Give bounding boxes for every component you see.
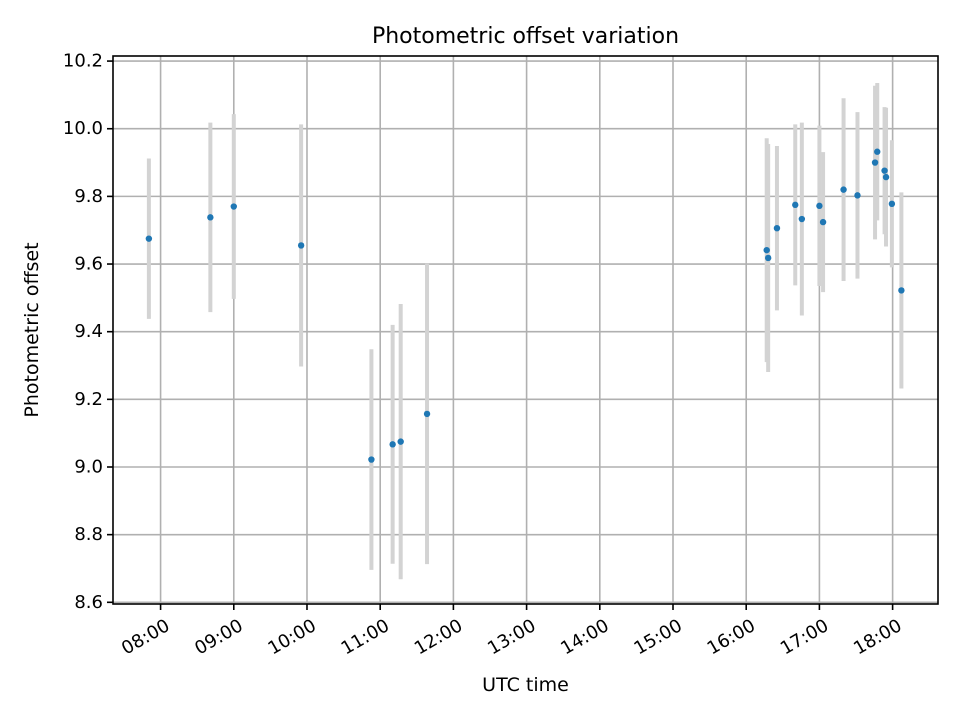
x-axis-label: UTC time (482, 674, 569, 696)
data-point (773, 224, 781, 232)
y-tick-label: 9.6 (74, 254, 103, 275)
data-point (888, 200, 896, 208)
y-tick-label: 9.2 (74, 389, 103, 410)
y-axis-ticks: 8.6 8.8 9.0 9.2 9.4 9.6 9.8 10.0 10.2 (63, 51, 113, 613)
data-points (145, 148, 905, 463)
data-point (874, 148, 881, 155)
data-point (798, 215, 806, 223)
chart-title: Photometric offset variation (372, 24, 679, 49)
data-point (819, 218, 827, 226)
data-point (882, 173, 890, 181)
data-point (230, 203, 237, 210)
data-point (397, 438, 404, 445)
y-tick-label: 9.0 (74, 457, 103, 478)
data-point (297, 242, 305, 249)
y-tick-label: 9.4 (74, 321, 103, 342)
data-point (816, 202, 823, 210)
data-point (898, 287, 905, 294)
y-tick-label: 8.6 (74, 592, 103, 613)
data-point (207, 214, 214, 221)
data-point (764, 254, 772, 262)
data-point (792, 201, 799, 209)
y-axis-label: Photometric offset (21, 242, 43, 417)
data-point (368, 456, 375, 463)
data-point (854, 192, 861, 199)
y-tick-label: 10.0 (63, 118, 103, 139)
y-tick-label: 10.2 (63, 51, 103, 72)
data-point (871, 159, 879, 166)
y-tick-label: 8.8 (74, 524, 103, 545)
data-point (763, 246, 770, 254)
data-point (423, 410, 431, 418)
plot-frame (112, 55, 939, 605)
y-tick-label: 9.8 (74, 186, 103, 207)
data-point (145, 235, 153, 242)
data-point (840, 186, 847, 193)
data-point (389, 441, 396, 448)
data-point (881, 167, 888, 174)
